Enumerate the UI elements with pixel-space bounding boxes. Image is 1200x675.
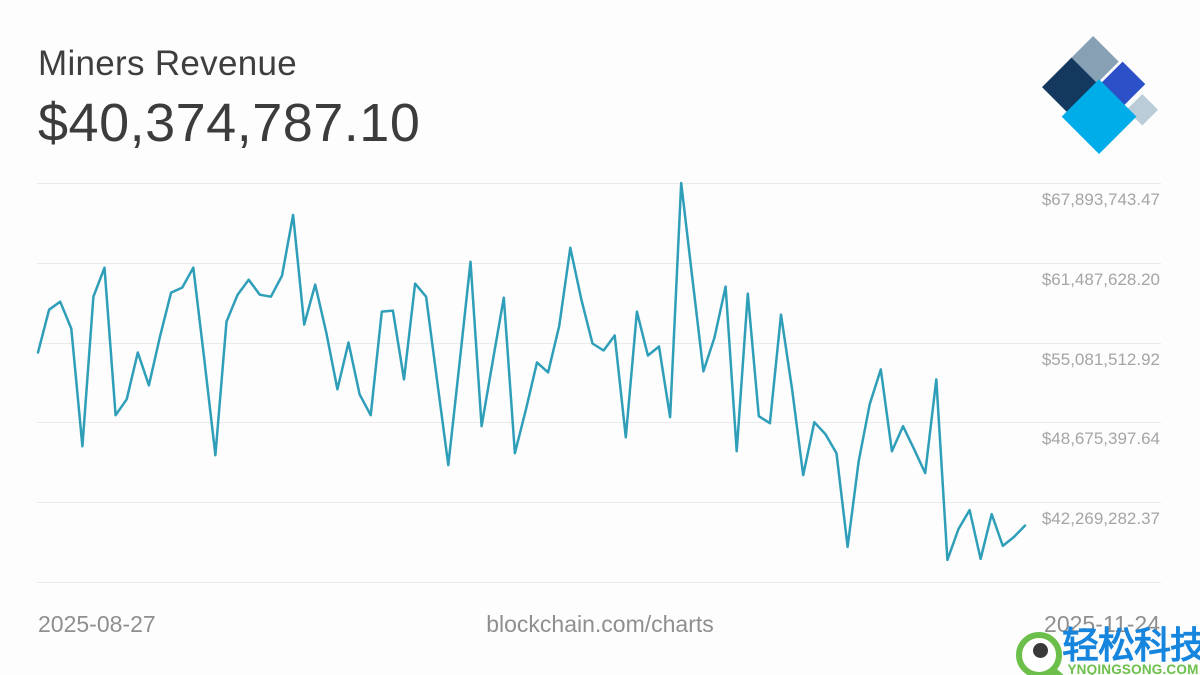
gridline — [37, 342, 1161, 344]
gridline — [37, 422, 1161, 424]
headline-value: $40,374,787.10 — [38, 93, 421, 153]
y-axis-tick-label: $55,081,512.92 — [1041, 349, 1160, 369]
gridline — [37, 183, 1161, 184]
y-axis-tick-label: $42,269,282.37 — [1041, 509, 1160, 528]
miners-revenue-series-line — [36, 181, 1027, 562]
x-axis-start-date: 2025-08-27 — [38, 611, 156, 637]
watermark: 轻松科技 YNQINGSONG.COM — [1014, 625, 1200, 675]
eye-pupil — [1033, 643, 1048, 658]
watermark-brand: 轻松科技 — [1062, 625, 1200, 666]
watermark-site: YNQINGSONG.COM — [1067, 662, 1199, 675]
y-axis-tick-label: $48,675,397.64 — [1041, 429, 1160, 449]
x-axis-end-date: 2025-11-24 — [1044, 611, 1160, 637]
gridline — [37, 581, 1161, 583]
gridline — [37, 262, 1161, 264]
watermark-text: 轻松科技 YNQINGSONG.COM — [1062, 625, 1200, 675]
y-axis-tick-label: $67,893,743.47 — [1041, 190, 1160, 209]
page-title: Miners Revenue — [38, 44, 298, 83]
blockchain-diamond-logo-icon — [1042, 36, 1159, 154]
footer-source-url: blockchain.com/charts — [486, 611, 714, 637]
y-axis-tick-label: $61,487,628.20 — [1041, 269, 1160, 289]
watermark-eye-q-logo-icon — [1014, 630, 1065, 675]
gridline — [37, 502, 1161, 503]
